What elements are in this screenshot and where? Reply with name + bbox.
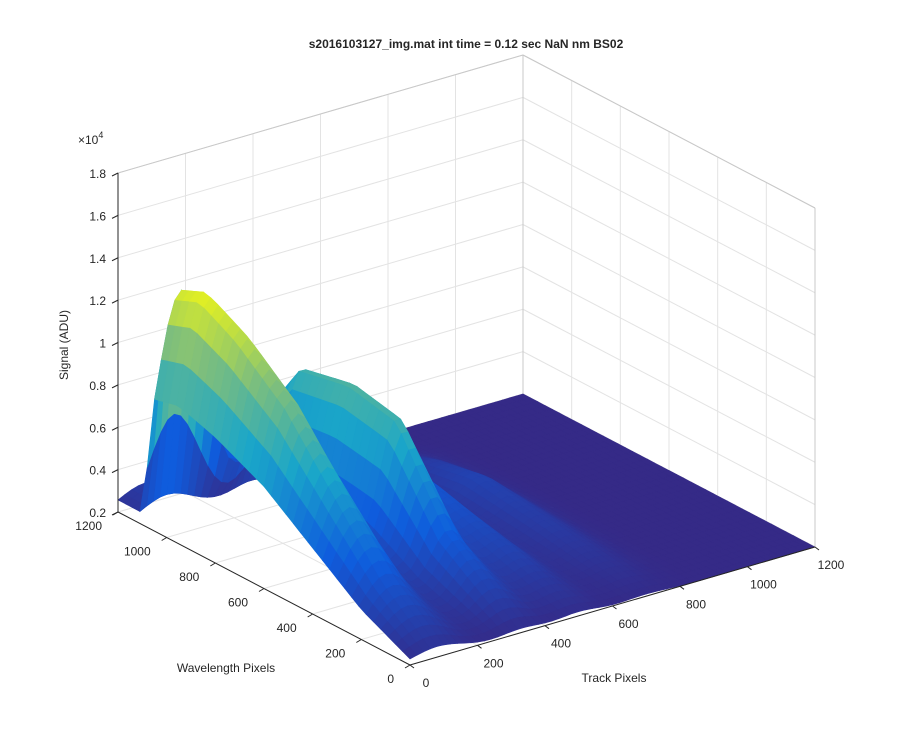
y-tick [210, 562, 216, 567]
x-tick [679, 585, 685, 590]
grid-line [522, 181, 816, 336]
x-tick [747, 566, 752, 571]
grid-line [117, 96, 524, 216]
chart-title: s2016103127_img.mat int time = 0.12 sec … [309, 37, 624, 51]
y-tick-label: 1200 [75, 519, 102, 533]
x-tick-label: 600 [618, 617, 638, 631]
z-tick-label: 1.2 [89, 294, 106, 308]
z-axis-label: Signal (ADU) [57, 310, 71, 380]
panel-edge [522, 54, 816, 209]
x-tick-label: 200 [483, 656, 503, 670]
x-tick-label: 400 [551, 637, 571, 651]
y-axis-label: Wavelength Pixels [177, 661, 275, 675]
z-tick [111, 299, 119, 304]
z-tick-label: 1.8 [89, 167, 106, 181]
y-tick [258, 588, 265, 592]
x-tick-label: 1200 [818, 558, 845, 572]
z-tick-label: 1 [99, 337, 106, 351]
surface-plot [117, 289, 816, 660]
grid-line [522, 266, 816, 421]
z-tick [111, 342, 119, 346]
z-tick-label: 0.6 [89, 421, 106, 435]
y-tick [307, 613, 313, 618]
x-tick [477, 644, 482, 649]
x-tick [814, 546, 820, 551]
panel-edge [117, 54, 524, 174]
z-tick [111, 214, 119, 219]
grid-line [522, 308, 816, 463]
y-tick-label: 400 [277, 621, 297, 635]
z-tick [111, 257, 119, 262]
grid-line [522, 139, 816, 294]
z-tick-label: 0.4 [89, 464, 106, 478]
z-tick [111, 384, 119, 389]
grid-line [522, 351, 816, 506]
y-tick [161, 537, 167, 541]
y-tick [356, 639, 362, 643]
x-tick [612, 605, 617, 610]
z-tick-label: 1.4 [89, 252, 106, 266]
grid-line [117, 181, 524, 301]
axis-ticks: 0 200 400 600 800 1000 1200 0 200 400 600 800 1000 12… [75, 167, 844, 690]
z-tick [111, 469, 119, 474]
x-tick-label: 800 [686, 597, 706, 611]
grid-line [522, 224, 816, 378]
z-tick-label: 1.6 [89, 209, 106, 223]
surface-patch [402, 646, 418, 660]
y-tick-label: 1000 [124, 545, 151, 559]
z-tick [111, 172, 119, 177]
z-tick-label: 0.2 [89, 506, 106, 520]
z-exponent-label: ×104 [78, 130, 103, 147]
y-tick [404, 664, 411, 669]
z-tick-label: 0.8 [89, 379, 106, 393]
z-tick [111, 511, 119, 516]
grid-line [522, 96, 816, 251]
x-axis-label: Track Pixels [582, 671, 647, 685]
y-tick-label: 200 [325, 647, 345, 661]
y-tick-label: 0 [387, 672, 394, 686]
grid-line [117, 139, 524, 259]
y-tick-label: 800 [179, 570, 199, 584]
x-tick-label: 0 [423, 676, 430, 690]
x-tick [544, 625, 550, 630]
x-tick [409, 664, 415, 669]
y-tick-label: 600 [228, 596, 248, 610]
z-tick [111, 426, 119, 431]
x-tick-label: 1000 [750, 578, 777, 592]
